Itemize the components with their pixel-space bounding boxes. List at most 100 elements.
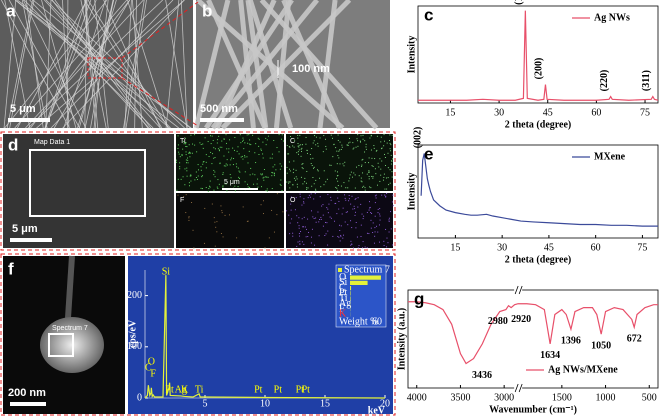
scale-bar: [10, 238, 52, 242]
dot: [242, 158, 244, 160]
dot: [263, 169, 265, 171]
dot: [295, 197, 297, 199]
dot: [306, 187, 308, 189]
dot: [303, 198, 305, 200]
dot: [217, 187, 219, 189]
dot: [343, 165, 345, 167]
axis-break: [518, 285, 523, 295]
dot: [335, 186, 337, 188]
dot: [378, 166, 380, 168]
peak-label: C: [145, 362, 152, 373]
dot: [192, 229, 194, 231]
wire: [53, 0, 131, 129]
peak-label: Pt: [296, 384, 305, 395]
dot: [229, 139, 231, 141]
dot: [380, 141, 382, 143]
x-tick-label: 3500: [450, 392, 470, 403]
dot: [351, 176, 353, 178]
dot: [189, 156, 191, 158]
wire: [27, 0, 164, 129]
dot: [390, 228, 392, 230]
x-tick-label: 45: [544, 242, 554, 253]
dot: [202, 143, 204, 145]
dot: [379, 158, 381, 160]
wire: [214, 0, 277, 130]
dot: [388, 231, 390, 233]
dot: [216, 221, 218, 223]
dot: [229, 214, 231, 216]
wire: [80, 0, 107, 129]
dot: [261, 186, 263, 188]
dot: [346, 144, 348, 146]
dot: [312, 216, 314, 218]
dot: [242, 139, 244, 141]
dot: [210, 143, 212, 145]
dot: [303, 202, 305, 204]
dot: [260, 204, 262, 206]
wire: [210, 0, 319, 130]
dot: [387, 167, 389, 169]
wire: [281, 0, 342, 129]
dot: [195, 171, 197, 173]
dot: [286, 145, 288, 147]
dot: [260, 148, 262, 150]
dot: [311, 164, 313, 166]
dot: [370, 134, 372, 136]
dot: [353, 205, 355, 207]
dot: [299, 193, 301, 195]
dot: [381, 194, 383, 196]
dot: [345, 199, 347, 201]
scale-label: 200 nm: [8, 387, 46, 399]
dot: [176, 159, 178, 161]
dot: [318, 221, 320, 223]
dot: [219, 162, 221, 164]
dot: [249, 186, 251, 188]
dot: [391, 160, 393, 162]
dot: [224, 214, 226, 216]
dot: [332, 156, 334, 158]
dot: [297, 143, 299, 145]
dot: [273, 231, 275, 233]
dot: [281, 190, 283, 192]
dot: [217, 179, 219, 181]
dot: [249, 174, 251, 176]
dot: [207, 141, 209, 143]
dot: [257, 137, 259, 139]
map-o: [286, 193, 393, 248]
dot: [289, 222, 291, 224]
dot: [348, 142, 350, 144]
dot: [368, 233, 370, 235]
dot: [215, 226, 217, 228]
x-tick-label: 5: [203, 398, 208, 409]
dot: [274, 164, 276, 166]
dot: [181, 155, 183, 157]
dot: [180, 178, 182, 180]
dot: [360, 177, 362, 179]
dot: [286, 181, 288, 183]
dot: [222, 186, 224, 188]
spectrum-spot: [48, 333, 74, 357]
dot: [337, 155, 339, 157]
peak-label: Pt: [302, 384, 311, 395]
dot: [305, 136, 307, 138]
dot: [349, 141, 351, 143]
dot: [289, 181, 291, 183]
dot: [332, 235, 334, 237]
dot: [386, 193, 388, 195]
dot: [347, 224, 349, 226]
inset-category: Si: [339, 277, 348, 288]
dot: [280, 184, 282, 186]
inset-category: O: [339, 272, 346, 283]
dot: [330, 217, 332, 219]
dot: [320, 186, 322, 188]
dot: [362, 172, 364, 174]
dot: [212, 153, 214, 155]
dot: [387, 152, 389, 154]
dot: [385, 195, 387, 197]
dot: [228, 151, 230, 153]
dot: [295, 176, 297, 178]
x-tick-label: 3000: [494, 392, 514, 403]
plot-frame: [407, 289, 659, 389]
dot: [383, 173, 385, 175]
dot: [368, 178, 370, 180]
